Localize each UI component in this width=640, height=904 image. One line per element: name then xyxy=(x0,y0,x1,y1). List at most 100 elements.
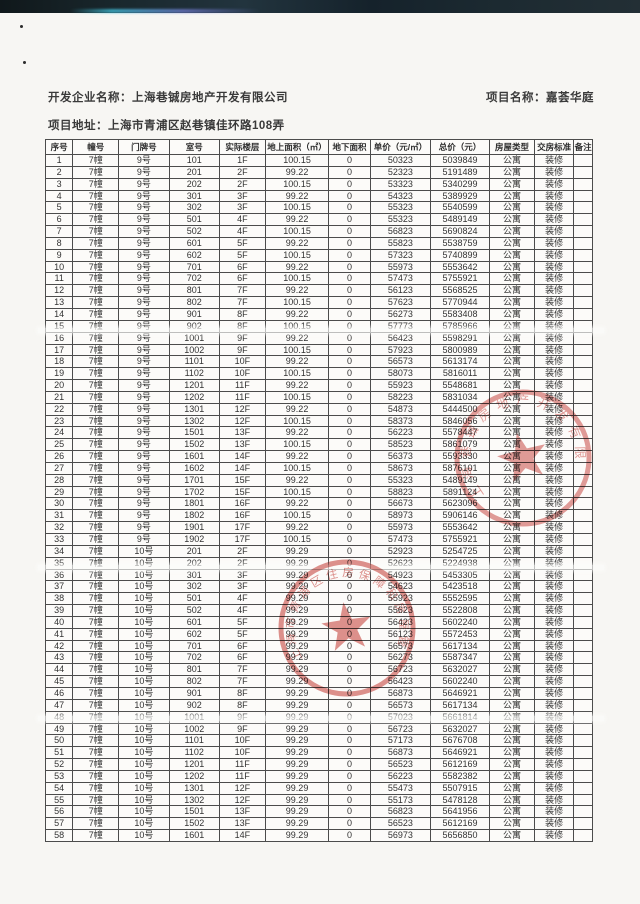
table-cell: 公寓 xyxy=(489,521,535,534)
table-cell: 公寓 xyxy=(489,769,535,783)
table-cell: 44 xyxy=(44,663,74,677)
table-cell: 7幢 xyxy=(72,604,120,617)
table-cell: 7幢 xyxy=(72,734,120,748)
table-cell xyxy=(573,509,593,523)
table-cell: 57323 xyxy=(369,248,432,262)
table-row: 23 7幢 9号 1302 12F 100.15 0 58373 5846056 公寓 装修 xyxy=(44,414,593,428)
table-cell: 11 xyxy=(44,272,74,286)
table-cell: 9号 xyxy=(118,379,170,392)
table-row: 47 7幢 10号 902 8F 99.29 0 56573 5617134 公寓 装修 xyxy=(44,698,593,712)
table-cell: 100.15 xyxy=(264,533,330,546)
table-cell: 99.29 xyxy=(264,710,330,724)
table-cell: 57473 xyxy=(369,272,432,286)
table-cell: 0 xyxy=(328,758,371,771)
table-cell: 100.15 xyxy=(264,343,330,357)
table-cell xyxy=(573,722,593,736)
table-cell: 58373 xyxy=(369,414,432,428)
table-cell: 4F xyxy=(218,225,266,238)
table-row: 24 7幢 9号 1501 13F 99.22 0 56223 5578447 公寓 装修 xyxy=(44,426,593,440)
table-cell: 5755921 xyxy=(429,272,491,286)
table-cell: 1801 xyxy=(168,497,220,511)
table-cell: 56973 xyxy=(369,829,432,842)
table-cell: 0 xyxy=(328,355,371,369)
column-header: 幢号 xyxy=(72,139,120,155)
table-cell: 7幢 xyxy=(72,367,120,381)
table-cell: 10号 xyxy=(118,627,170,641)
table-cell: 56 xyxy=(44,805,74,819)
table-cell: 7幢 xyxy=(72,793,120,807)
table-cell: 55923 xyxy=(369,592,432,606)
table-cell: 0 xyxy=(328,829,371,842)
table-cell: 4 xyxy=(44,189,74,203)
table-cell: 14 xyxy=(44,307,74,321)
table-cell: 9号 xyxy=(118,367,170,381)
column-header: 交房标准 xyxy=(533,139,575,155)
table-cell: 装修 xyxy=(533,509,575,523)
table-cell: 9号 xyxy=(118,497,170,511)
table-cell: 5690824 xyxy=(429,225,491,238)
table-cell: 11F xyxy=(218,379,266,392)
table-cell: 0 xyxy=(328,580,371,594)
table-cell: 7幢 xyxy=(72,201,120,215)
table-cell: 0 xyxy=(328,615,371,629)
table-cell: 13 xyxy=(44,296,74,309)
table-cell: 5478128 xyxy=(429,793,491,807)
table-cell: 7F xyxy=(218,296,266,309)
table-cell xyxy=(573,758,593,771)
table-cell: 公寓 xyxy=(489,201,535,215)
table-cell xyxy=(573,461,593,475)
table-cell: 99.22 xyxy=(264,473,330,487)
table-cell: 10号 xyxy=(118,651,170,665)
table-row: 44 7幢 10号 801 7F 99.29 0 56723 5632027 公寓 装修 xyxy=(44,663,593,677)
table-cell: 601 xyxy=(168,615,220,629)
table-cell: 7幢 xyxy=(72,390,120,404)
table-cell xyxy=(573,651,593,665)
table-cell: 1002 xyxy=(168,722,220,736)
table-cell: 7幢 xyxy=(72,533,120,546)
table-cell: 100.15 xyxy=(264,154,330,167)
table-row: 1 7幢 9号 101 1F 100.15 0 50323 5039849 公寓 装修 xyxy=(44,154,593,167)
table-cell: 0 xyxy=(328,698,371,712)
table-cell: 5623096 xyxy=(429,497,491,511)
table-cell: 7幢 xyxy=(72,355,120,369)
table-cell: 公寓 xyxy=(489,272,535,286)
table-cell: 58973 xyxy=(369,509,432,523)
table-cell: 7幢 xyxy=(72,284,120,298)
table-cell: 1201 xyxy=(168,379,220,392)
table-cell: 10号 xyxy=(118,781,170,795)
table-cell: 0 xyxy=(328,248,371,262)
table-cell: 1501 xyxy=(168,426,220,440)
table-cell: 99.22 xyxy=(264,236,330,250)
table-cell: 9号 xyxy=(118,343,170,357)
table-cell: 公寓 xyxy=(489,568,535,582)
table-cell: 0 xyxy=(328,414,371,428)
table-cell: 5755921 xyxy=(429,533,491,546)
table-cell: 58673 xyxy=(369,461,432,475)
table-cell: 1102 xyxy=(168,746,220,760)
table-cell: 51 xyxy=(44,746,74,760)
table-cell: 57773 xyxy=(369,319,432,333)
project-name: 嘉荟华庭 xyxy=(546,92,594,104)
table-cell: 10号 xyxy=(118,769,170,783)
table-cell: 8 xyxy=(44,236,74,250)
table-cell: 56823 xyxy=(369,805,432,819)
table-cell: 5770944 xyxy=(429,296,491,309)
table-cell xyxy=(573,781,593,795)
table-cell: 100.15 xyxy=(264,438,330,452)
table-cell: 7幢 xyxy=(72,213,120,227)
table-cell: 5617134 xyxy=(429,639,491,653)
table-cell: 55473 xyxy=(369,781,432,795)
table-cell: 55323 xyxy=(369,201,432,215)
table-cell xyxy=(573,675,593,688)
table-cell: 15F xyxy=(218,473,266,487)
table-cell: 8F xyxy=(218,698,266,712)
table-cell: 9号 xyxy=(118,461,170,475)
table-cell: 公寓 xyxy=(489,485,535,499)
table-cell: 99.22 xyxy=(264,331,330,345)
table-row: 53 7幢 10号 1202 11F 99.29 0 56223 5582382 公寓 装修 xyxy=(44,769,593,783)
table-cell: 10号 xyxy=(118,805,170,819)
table-cell: 27 xyxy=(44,461,74,475)
table-cell: 2F xyxy=(218,177,266,191)
table-cell: 56223 xyxy=(369,769,432,783)
table-cell xyxy=(573,580,593,594)
